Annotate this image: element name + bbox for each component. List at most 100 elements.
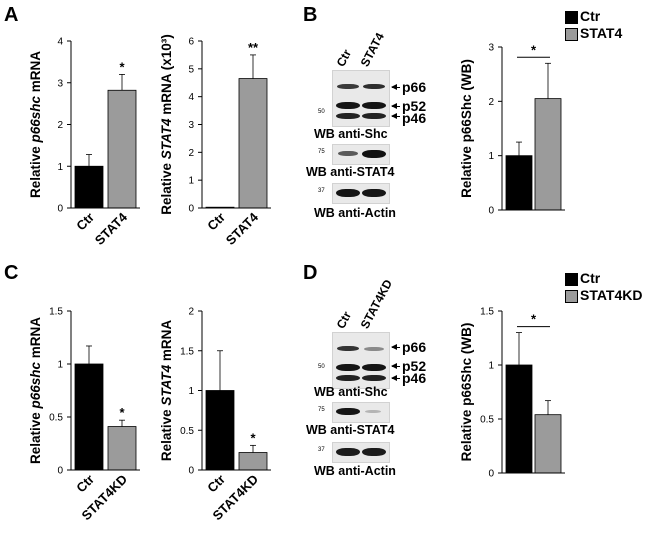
arrow-p66 <box>391 84 400 90</box>
significance-marker: ** <box>248 40 259 55</box>
y-tick-label: 0 <box>488 206 494 217</box>
caption-wb-anti-shc: WB anti-Shc <box>314 385 388 399</box>
band-p46-ctr <box>336 113 360 119</box>
y-tick-label: 1.5 <box>49 307 63 318</box>
band-actin-stat4 <box>362 189 386 197</box>
western-blot-b: Ctr STAT4 50 p66 p52 p46 WB anti-Shc 75 … <box>306 30 460 230</box>
chart-d-p66shc-wb: 0 0.5 1 1.5 Relative p66Shc (WB) * <box>459 307 565 480</box>
caption-wb-anti-actin: WB anti-Actin <box>314 464 396 478</box>
band-label-p52: p52 <box>402 358 427 374</box>
blot-strip-actin <box>332 442 390 463</box>
blot-strip-shc <box>332 332 390 389</box>
x-tick-label-ctr: Ctr <box>73 472 97 496</box>
legend-label-stat4: STAT4 <box>580 25 623 41</box>
y-axis-label: Relative p66Shc (WB) <box>459 323 474 462</box>
western-blot-d: Ctr STAT4KD 50 p66 p52 p46 WB anti-Shc 7… <box>306 277 460 492</box>
band-actin-ctr <box>336 189 360 197</box>
y-tick-label: 4 <box>57 37 63 48</box>
y-tick-label: 2 <box>188 148 194 159</box>
bar-stat4kd <box>107 426 137 471</box>
y-tick-label: 1 <box>188 386 194 397</box>
band-p52-ctr <box>336 102 360 109</box>
legend-label-ctr: Ctr <box>580 8 601 24</box>
y-tick-label: 0 <box>57 466 63 477</box>
legend-swatch-ctr <box>565 11 578 24</box>
band-stat4-stat4kd <box>365 410 381 413</box>
band-label-p66: p66 <box>402 79 427 95</box>
band-p52-stat4kd <box>362 364 386 371</box>
legend-swatch-ctr <box>565 273 578 286</box>
blot-lane-label-ctr: Ctr <box>333 47 355 69</box>
band-p46-ctr <box>336 375 360 381</box>
mw-marker-75: 75 <box>318 407 325 413</box>
panel-label-d: D <box>303 262 318 284</box>
y-tick-label: 1 <box>57 162 63 173</box>
band-label-p66: p66 <box>402 339 427 355</box>
y-tick-label: 0.5 <box>49 413 63 424</box>
arrow-p46 <box>391 113 400 119</box>
band-p66-ctr <box>337 84 359 89</box>
y-tick-label: 1 <box>488 151 494 162</box>
significance-marker: * <box>531 42 537 57</box>
panel-label-a: A <box>4 4 19 26</box>
blot-strip-actin <box>332 183 390 204</box>
band-label-p52: p52 <box>402 98 427 114</box>
mw-marker-37: 37 <box>318 447 325 453</box>
legend-swatch-stat4 <box>565 28 578 41</box>
band-p46-stat4 <box>362 113 386 119</box>
y-tick-label: 3 <box>57 78 63 89</box>
y-tick-label: 1 <box>488 361 494 372</box>
blot-strip-stat4 <box>332 402 390 423</box>
chart-a-p66shc-mrna: 0 1 2 3 4 Relative p66shc mRNA Ctr * STAT4 <box>28 37 140 248</box>
y-tick-label: 6 <box>188 37 194 48</box>
significance-marker: * <box>531 312 537 327</box>
y-tick-label: 2 <box>488 97 494 108</box>
bar-stat4kd <box>534 414 562 474</box>
x-tick-label-ctr: Ctr <box>204 210 228 234</box>
blot-strip-shc <box>332 70 390 127</box>
y-tick-label: 0.5 <box>180 426 194 437</box>
band-p46-stat4kd <box>362 375 386 381</box>
band-p66-stat4 <box>363 84 385 89</box>
y-tick-label: 1 <box>188 176 194 187</box>
band-p52-ctr <box>336 364 360 371</box>
bar-ctr <box>505 364 533 474</box>
y-tick-label: 3 <box>488 43 494 54</box>
mw-marker-50: 50 <box>318 109 325 115</box>
caption-wb-anti-actin: WB anti-Actin <box>314 206 396 220</box>
band-label-p46: p46 <box>402 370 427 386</box>
band-stat4-ctr <box>338 151 358 156</box>
y-axis-label: Relative p66shc mRNA <box>28 51 43 198</box>
y-tick-label: 4 <box>188 92 194 103</box>
mw-marker-75: 75 <box>318 149 325 155</box>
y-tick-label: 0 <box>188 204 194 215</box>
bar-ctr <box>205 390 235 471</box>
mw-marker-50: 50 <box>318 364 325 370</box>
band-p66-ctr <box>337 346 359 351</box>
legend-label-ctr: Ctr <box>580 270 601 286</box>
legend-swatch-stat4kd <box>565 290 578 303</box>
y-axis-label: Relative STAT4 mRNA (x10³) <box>159 34 174 215</box>
y-tick-label: 0.5 <box>480 415 494 426</box>
band-stat4-stat4 <box>362 150 386 158</box>
x-tick-label-ctr: Ctr <box>73 210 97 234</box>
caption-wb-anti-stat4: WB anti-STAT4 <box>306 423 395 437</box>
bar-stat4 <box>107 89 137 209</box>
band-p66-stat4kd <box>364 347 384 351</box>
bar-ctr <box>74 363 104 471</box>
y-tick-label: 5 <box>188 64 194 75</box>
blot-lane-label-stat4: STAT4 <box>357 30 388 70</box>
y-tick-label: 0 <box>57 204 63 215</box>
significance-marker: * <box>250 430 256 445</box>
legend-label-stat4kd: STAT4KD <box>580 287 643 303</box>
x-tick-label-stat4: STAT4 <box>92 209 131 248</box>
band-actin-ctr <box>336 448 360 456</box>
band-stat4-ctr <box>336 408 360 415</box>
y-tick-label: 1 <box>57 360 63 371</box>
caption-wb-anti-stat4: WB anti-STAT4 <box>306 165 395 179</box>
blot-lane-label-ctr: Ctr <box>333 309 355 331</box>
bar-stat4kd <box>238 452 268 471</box>
panel-label-c: C <box>4 262 19 284</box>
